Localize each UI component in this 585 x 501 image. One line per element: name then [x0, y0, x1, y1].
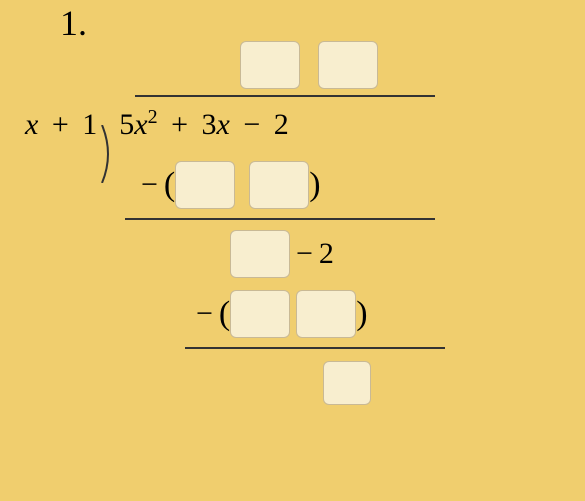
- quotient-box-1[interactable]: [240, 41, 300, 89]
- division-row: x + 1 5x2 + 3x − 2: [25, 95, 445, 155]
- divisor-b: 1: [82, 108, 97, 141]
- subtract-row-1: − ( ): [25, 155, 445, 215]
- rule-1: [125, 218, 435, 220]
- subtract-row-2: − ( ): [25, 284, 445, 344]
- rparen-2: ): [356, 295, 367, 333]
- rem1-op: −: [290, 237, 319, 271]
- dividend-c3: 2: [274, 108, 289, 141]
- lparen-1: (: [164, 166, 175, 204]
- sub2-box-2[interactable]: [296, 290, 356, 338]
- rem1-box[interactable]: [230, 230, 290, 278]
- lparen-2: (: [219, 295, 230, 333]
- rparen-1: ): [309, 166, 320, 204]
- dividend-c2: 3: [202, 108, 217, 141]
- rem1-c: 2: [319, 237, 334, 271]
- dividend-v2: x: [217, 108, 230, 141]
- dividend-e1: 2: [148, 106, 158, 128]
- sub1-box-2[interactable]: [249, 161, 309, 209]
- dividend-c1: 5: [119, 108, 134, 141]
- rule-2: [185, 347, 445, 349]
- sub2-box-1[interactable]: [230, 290, 290, 338]
- divisor-x: x: [25, 108, 38, 141]
- final-box[interactable]: [323, 361, 371, 405]
- quotient-row: [25, 35, 445, 95]
- long-division: x + 1 5x2 + 3x − 2 − ( ) − 2: [25, 35, 445, 413]
- dividend-op1: +: [165, 108, 194, 141]
- final-row: [25, 353, 445, 413]
- divisor: x + 1: [25, 108, 105, 142]
- divisor-op: +: [46, 108, 75, 141]
- remainder-row-1: − 2: [25, 224, 445, 284]
- division-top-bar: [135, 95, 435, 97]
- neg-1: −: [135, 168, 164, 202]
- sub1-box-1[interactable]: [175, 161, 235, 209]
- neg-2: −: [190, 297, 219, 331]
- dividend: 5x2 + 3x − 2: [119, 108, 289, 142]
- dividend-op2: −: [237, 108, 266, 141]
- quotient-box-2[interactable]: [318, 41, 378, 89]
- dividend-v1: x: [134, 108, 147, 141]
